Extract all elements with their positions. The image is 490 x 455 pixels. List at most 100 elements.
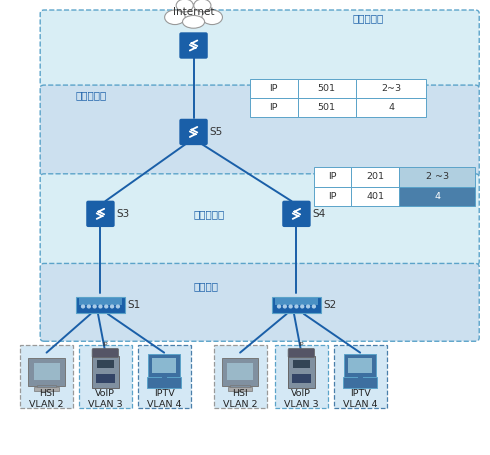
Circle shape <box>117 305 120 308</box>
Bar <box>238 382 243 387</box>
Bar <box>314 167 351 187</box>
Circle shape <box>301 305 304 308</box>
Text: 501: 501 <box>318 103 336 112</box>
Bar <box>297 98 356 117</box>
FancyBboxPatch shape <box>76 297 124 313</box>
FancyBboxPatch shape <box>214 345 267 408</box>
Bar <box>152 358 176 373</box>
Circle shape <box>289 305 292 308</box>
Text: 4: 4 <box>434 192 441 201</box>
Text: S2: S2 <box>323 300 337 310</box>
FancyBboxPatch shape <box>288 349 315 358</box>
FancyBboxPatch shape <box>138 345 191 408</box>
Text: 4: 4 <box>388 103 394 112</box>
Circle shape <box>313 305 316 308</box>
Text: 小区交换机: 小区交换机 <box>76 91 107 101</box>
Circle shape <box>283 305 286 308</box>
Text: 501: 501 <box>318 84 336 93</box>
Text: S1: S1 <box>127 300 141 310</box>
Text: IP: IP <box>270 84 278 93</box>
Text: 楼道交换机: 楼道交换机 <box>194 209 225 219</box>
Bar <box>297 79 356 98</box>
Text: S4: S4 <box>312 209 325 219</box>
Bar <box>230 385 250 388</box>
FancyBboxPatch shape <box>334 345 387 408</box>
FancyBboxPatch shape <box>40 174 479 265</box>
FancyBboxPatch shape <box>40 85 479 177</box>
Bar <box>314 187 351 206</box>
Bar <box>97 360 114 369</box>
FancyBboxPatch shape <box>275 345 328 408</box>
Bar <box>33 364 60 380</box>
Text: VoIP: VoIP <box>96 389 115 398</box>
Bar <box>162 375 167 378</box>
Text: VLAN 4: VLAN 4 <box>147 400 181 409</box>
Bar <box>356 98 426 117</box>
Circle shape <box>93 305 96 308</box>
Bar <box>399 187 475 206</box>
FancyBboxPatch shape <box>147 377 181 388</box>
FancyBboxPatch shape <box>179 32 208 59</box>
Text: VLAN 2: VLAN 2 <box>29 400 64 409</box>
Ellipse shape <box>176 0 193 12</box>
Text: IPTV: IPTV <box>154 389 174 398</box>
Circle shape <box>111 305 114 308</box>
FancyBboxPatch shape <box>40 263 479 341</box>
Bar <box>227 364 253 380</box>
Text: 401: 401 <box>366 192 384 201</box>
Bar <box>292 374 311 383</box>
Bar <box>228 387 252 391</box>
FancyBboxPatch shape <box>28 358 65 386</box>
Bar <box>250 98 297 117</box>
Circle shape <box>105 305 108 308</box>
FancyBboxPatch shape <box>148 354 180 377</box>
FancyBboxPatch shape <box>274 298 318 304</box>
Bar <box>250 79 297 98</box>
Text: VLAN 3: VLAN 3 <box>284 400 318 409</box>
Text: VLAN 4: VLAN 4 <box>343 400 377 409</box>
FancyBboxPatch shape <box>86 201 115 227</box>
Text: 家庭网关: 家庭网关 <box>194 282 219 292</box>
Text: HSI: HSI <box>232 389 248 398</box>
Ellipse shape <box>182 15 205 28</box>
FancyBboxPatch shape <box>92 356 119 388</box>
FancyBboxPatch shape <box>78 298 122 304</box>
Text: S3: S3 <box>116 209 129 219</box>
Bar <box>351 187 399 206</box>
Text: HSI: HSI <box>39 389 54 398</box>
Text: 2 ~3: 2 ~3 <box>426 172 449 182</box>
Bar <box>96 374 115 383</box>
Text: IP: IP <box>270 103 278 112</box>
Bar <box>399 167 475 187</box>
Text: VoIP: VoIP <box>292 389 311 398</box>
FancyBboxPatch shape <box>79 345 132 408</box>
FancyBboxPatch shape <box>20 345 73 408</box>
Ellipse shape <box>165 10 185 25</box>
Circle shape <box>99 305 102 308</box>
Circle shape <box>81 305 84 308</box>
Text: VLAN 3: VLAN 3 <box>88 400 122 409</box>
Bar <box>34 387 59 391</box>
Text: Internet: Internet <box>173 7 214 17</box>
Ellipse shape <box>202 10 222 25</box>
FancyBboxPatch shape <box>92 349 119 358</box>
Ellipse shape <box>194 0 211 12</box>
Text: S5: S5 <box>209 127 222 137</box>
Text: 2~3: 2~3 <box>381 84 401 93</box>
Text: IP: IP <box>328 172 337 182</box>
FancyBboxPatch shape <box>282 201 311 227</box>
Bar <box>356 79 426 98</box>
Bar <box>348 358 372 373</box>
FancyBboxPatch shape <box>343 377 377 388</box>
FancyBboxPatch shape <box>40 10 479 88</box>
Bar <box>37 385 56 388</box>
Text: IP: IP <box>102 342 108 347</box>
FancyBboxPatch shape <box>179 119 208 145</box>
FancyBboxPatch shape <box>344 354 376 377</box>
Ellipse shape <box>179 4 208 23</box>
Text: 汇聚交换机: 汇聚交换机 <box>353 13 384 23</box>
Bar <box>293 360 310 369</box>
Bar <box>44 382 49 387</box>
Text: IP: IP <box>298 342 304 347</box>
FancyBboxPatch shape <box>222 358 258 386</box>
